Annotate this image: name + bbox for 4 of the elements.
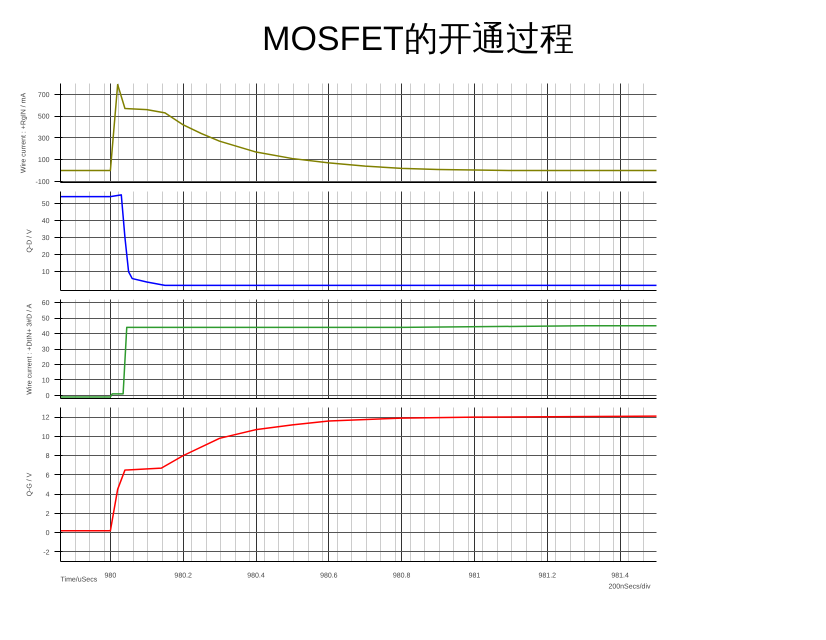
line-series <box>60 84 656 172</box>
line-series <box>60 194 656 286</box>
line-series <box>60 415 656 532</box>
chart-title: MOSFET的开通过程 <box>262 19 574 60</box>
